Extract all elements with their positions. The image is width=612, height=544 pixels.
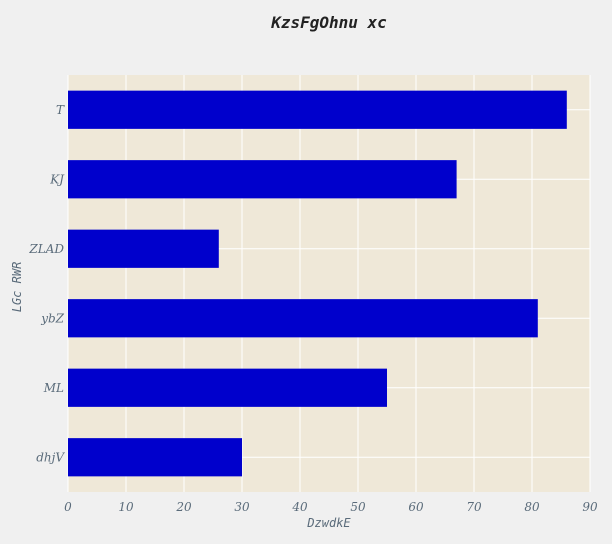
x-tick-label: 90 [582, 500, 598, 514]
bar-T [68, 91, 567, 129]
bar-ZLAD [68, 230, 219, 268]
x-tick-label: 40 [291, 500, 308, 514]
x-tick-label: 60 [408, 500, 424, 514]
y-tick-label: dhjV [36, 450, 65, 464]
x-tick-label: 0 [64, 500, 72, 514]
x-tick-label: 10 [118, 500, 134, 514]
bar-ML [68, 369, 387, 407]
y-tick-label: KJ [49, 172, 65, 186]
chart-title: KzsFgOhnu xc [270, 13, 387, 32]
y-axis-ticks: T KJ ZLAD ybZ ML dhjV [28, 103, 65, 465]
x-tick-label: 70 [466, 500, 482, 514]
x-tick-label: 20 [175, 500, 192, 514]
y-axis-label: LGc RWR [10, 262, 24, 313]
x-tick-label: 30 [234, 500, 250, 514]
x-tick-label: 80 [524, 500, 540, 514]
bar-dhjV [68, 438, 242, 476]
y-tick-label: ML [43, 381, 64, 395]
y-tick-label: ybZ [40, 311, 64, 325]
bar-KJ [68, 160, 457, 198]
y-tick-label: T [56, 103, 65, 117]
y-tick-label: ZLAD [28, 242, 64, 256]
x-axis-label: DzwdkE [306, 516, 351, 530]
bar-ybZ [68, 299, 538, 337]
plot-area [68, 75, 590, 492]
x-axis-ticks: 0 10 20 30 40 50 60 70 80 90 [64, 500, 598, 514]
x-tick-label: 50 [350, 500, 366, 514]
